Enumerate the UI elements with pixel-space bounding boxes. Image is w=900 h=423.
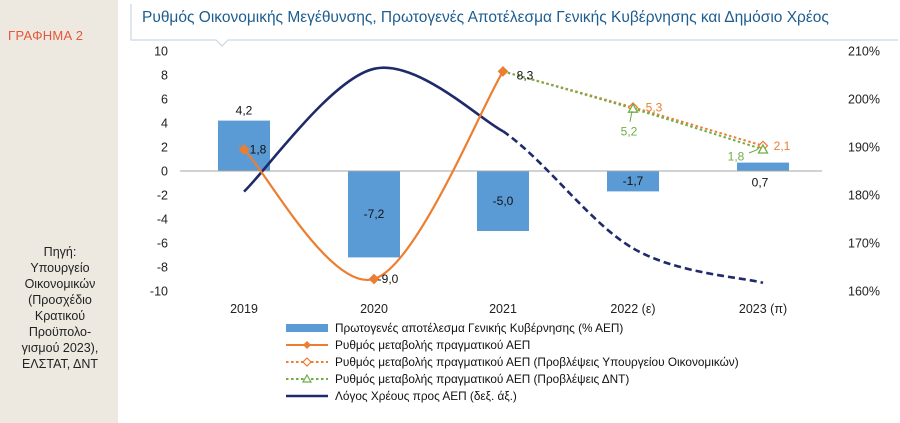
imf-label-leader-line <box>748 148 759 154</box>
y-left-tick-label: 0 <box>161 165 168 179</box>
imf-forecast-marker <box>757 143 769 154</box>
legend-marker-gdp <box>303 341 311 349</box>
imf-label-leader-line <box>629 110 633 122</box>
ministry-forecast-label: 5,3 <box>646 100 663 114</box>
debt-ratio-line <box>243 66 504 193</box>
primary-balance-bar <box>477 171 529 231</box>
y-left-tick-label: 2 <box>161 141 168 155</box>
primary-balance-bar <box>348 171 400 258</box>
imf-forecast-marker <box>627 102 639 113</box>
sidebar-panel: ΓΡΑΦΗΜΑ 2 Πηγή: Υπουργείο Οικονομικών (Π… <box>0 0 118 423</box>
primary-balance-bar <box>737 162 789 171</box>
legend-entry-label: Λόγος Χρέους προς ΑΕΠ (δεξ. άξ.) <box>335 389 517 403</box>
title-frame <box>130 4 898 47</box>
gdp-growth-marker <box>497 66 509 77</box>
y-left-tick-label: -10 <box>150 285 168 299</box>
y-left-tick-label: 6 <box>161 93 168 107</box>
bar-data-label: 4,2 <box>236 104 253 118</box>
legend-entry-label: Ρυθμός μεταβολής πραγματικού ΑΕΠ (Προβλέ… <box>335 355 739 369</box>
legend-swatch-bar <box>286 324 328 332</box>
y-left-tick-label: 4 <box>161 117 168 131</box>
bar-data-label: -7,2 <box>364 207 385 221</box>
bar-data-label: -5,0 <box>493 194 514 208</box>
imf-forecast-label: 5,2 <box>621 124 638 138</box>
y-right-tick-label: 180% <box>848 189 880 203</box>
x-category-label: 2021 <box>489 302 517 316</box>
y-right-tick-label: 210% <box>848 45 880 59</box>
y-right-tick-label: 190% <box>848 141 880 155</box>
legend-marker-ministry <box>302 357 312 367</box>
y-right-tick-label: 200% <box>848 93 880 107</box>
x-category-label: 2020 <box>360 302 388 316</box>
y-left-tick-label: 8 <box>161 69 168 83</box>
source-note: Πηγή: Υπουργείο Οικονομικών (Προσχέδιο Κ… <box>21 245 99 371</box>
legend-entry-label: Πρωτογενές αποτέλεσμα Γενικής Κυβέρνησης… <box>335 321 623 335</box>
y-left-tick-label: -8 <box>157 261 168 275</box>
gdp-data-label: -9,0 <box>378 272 399 286</box>
primary-balance-bar <box>607 171 659 192</box>
ministry-forecast-label: 2,1 <box>774 139 791 153</box>
imf-forecast-label: 1,8 <box>728 150 745 164</box>
bar-data-label: 0,7 <box>752 176 769 190</box>
y-left-tick-label: -2 <box>157 189 168 203</box>
y-left-tick-label: -6 <box>157 237 168 251</box>
legend-marker-imf <box>301 373 313 383</box>
chart-title: Ρυθμός Οικονομικής Μεγέθυνσης, Πρωτογενέ… <box>142 9 829 26</box>
x-category-label: 2022 (ε) <box>610 302 655 316</box>
y-left-tick-label: -4 <box>157 213 168 227</box>
gdp-growth-marker <box>238 144 250 155</box>
legend-entry-label: Ρυθμός μεταβολής πραγματικού ΑΕΠ <box>335 338 530 352</box>
debt-ratio-projection-line <box>502 130 764 285</box>
x-category-label: 2023 (π) <box>739 302 787 316</box>
y-right-tick-label: 170% <box>848 237 880 251</box>
bar-data-label: -1,7 <box>623 174 644 188</box>
chart-number: ΓΡΑΦΗΜΑ 2 <box>8 28 84 43</box>
legend-entry-label: Ρυθμός μεταβολής πραγματικού ΑΕΠ (Προβλέ… <box>335 372 629 386</box>
y-right-tick-label: 160% <box>848 285 880 299</box>
gdp-data-label: 8,3 <box>517 68 534 82</box>
gdp-growth-marker <box>368 273 380 285</box>
gdp-data-label: 1,8 <box>250 142 267 156</box>
x-category-label: 2019 <box>230 302 258 316</box>
y-left-tick-label: 10 <box>154 45 168 59</box>
